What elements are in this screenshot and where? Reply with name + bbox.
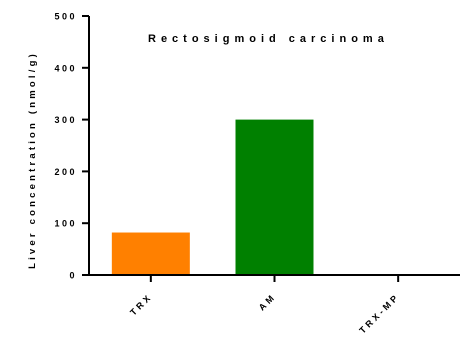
y-tick-label: 200 [54, 167, 77, 177]
x-tick-label-am: AM [257, 291, 278, 312]
chart-title: Rectosigmoid carcinoma [148, 33, 389, 45]
x-tick-label-trx-mp: TRX-MP [357, 291, 401, 335]
y-tick-label: 500 [54, 12, 77, 22]
y-tick-label: 400 [54, 63, 77, 73]
y-axis-label: Liver concentration (nmol/g) [27, 51, 38, 269]
y-tick-label: 300 [54, 115, 77, 125]
x-ticks-group: TRX AM TRX-MP [128, 275, 402, 336]
y-tick-label: 100 [54, 219, 77, 229]
x-tick-label-trx: TRX [128, 291, 154, 317]
y-tick-label: 0 [69, 271, 77, 281]
y-ticks-group: 0 100 200 300 400 500 [54, 12, 89, 281]
bars-group [111, 119, 314, 275]
bar-am [235, 119, 314, 275]
bar-trx [111, 232, 190, 275]
